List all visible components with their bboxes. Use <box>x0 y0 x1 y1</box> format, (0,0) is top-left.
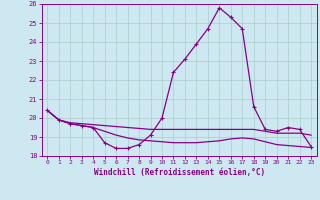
X-axis label: Windchill (Refroidissement éolien,°C): Windchill (Refroidissement éolien,°C) <box>94 168 265 177</box>
